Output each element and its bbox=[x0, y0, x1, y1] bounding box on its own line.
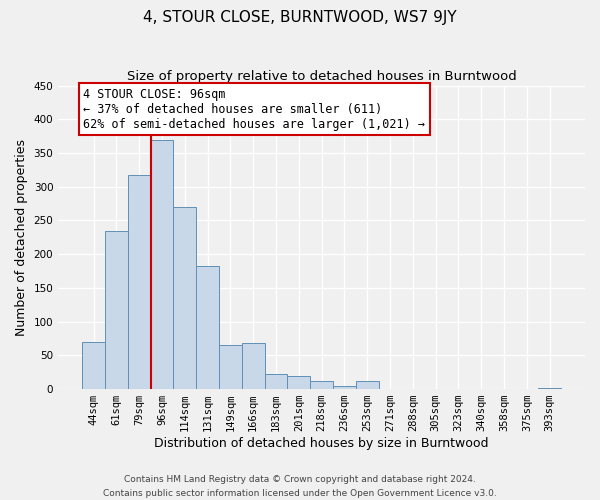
Bar bbox=[538, 388, 561, 389]
Bar bbox=[82, 342, 105, 389]
Title: Size of property relative to detached houses in Burntwood: Size of property relative to detached ho… bbox=[127, 70, 517, 83]
Bar bbox=[128, 176, 151, 389]
X-axis label: Distribution of detached houses by size in Burntwood: Distribution of detached houses by size … bbox=[154, 437, 489, 450]
Text: 4, STOUR CLOSE, BURNTWOOD, WS7 9JY: 4, STOUR CLOSE, BURNTWOOD, WS7 9JY bbox=[143, 10, 457, 25]
Bar bbox=[105, 230, 128, 389]
Bar bbox=[196, 266, 219, 389]
Bar bbox=[287, 376, 310, 389]
Bar bbox=[356, 381, 379, 389]
Bar bbox=[151, 140, 173, 389]
Text: Contains HM Land Registry data © Crown copyright and database right 2024.
Contai: Contains HM Land Registry data © Crown c… bbox=[103, 476, 497, 498]
Text: 4 STOUR CLOSE: 96sqm
← 37% of detached houses are smaller (611)
62% of semi-deta: 4 STOUR CLOSE: 96sqm ← 37% of detached h… bbox=[83, 88, 425, 130]
Bar bbox=[333, 386, 356, 389]
Bar bbox=[219, 345, 242, 389]
Bar bbox=[310, 381, 333, 389]
Bar bbox=[173, 207, 196, 389]
Bar bbox=[265, 374, 287, 389]
Y-axis label: Number of detached properties: Number of detached properties bbox=[15, 139, 28, 336]
Bar bbox=[242, 343, 265, 389]
